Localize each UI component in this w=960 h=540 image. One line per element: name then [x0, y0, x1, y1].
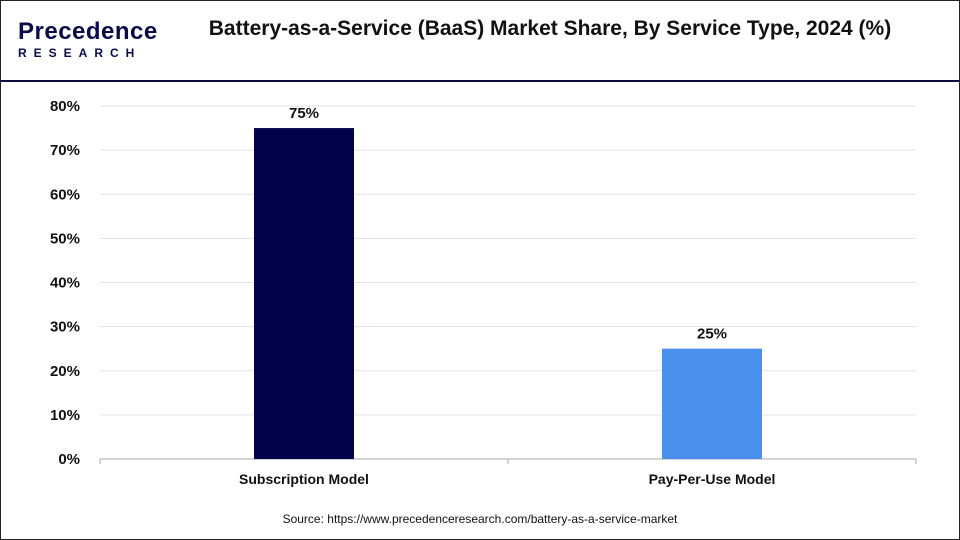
y-tick-label: 0%: [58, 451, 80, 468]
source-text: Source: https://www.precedenceresearch.c…: [282, 512, 678, 526]
y-tick-label: 30%: [50, 319, 80, 336]
chart-title: Battery-as-a-Service (BaaS) Market Share…: [208, 17, 892, 40]
x-tick-label: Subscription Model: [239, 471, 369, 487]
bar-0: [254, 128, 354, 459]
data-label: 75%: [289, 105, 319, 122]
y-tick-label: 20%: [50, 363, 80, 380]
y-tick-label: 60%: [50, 186, 80, 203]
y-tick-label: 40%: [50, 275, 80, 292]
data-label: 25%: [697, 326, 727, 343]
y-tick-label: 10%: [50, 407, 80, 424]
x-tick-label: Pay-Per-Use Model: [649, 471, 776, 487]
y-tick-label: 50%: [50, 230, 80, 247]
logo-line1: Precedence: [18, 18, 158, 45]
logo: Precedence RESEARCH: [18, 18, 158, 61]
y-tick-label: 80%: [50, 98, 80, 115]
header-divider: [0, 80, 960, 82]
bar-1: [662, 348, 762, 459]
logo-line2: RESEARCH: [18, 46, 142, 60]
y-tick-label: 70%: [50, 142, 80, 159]
